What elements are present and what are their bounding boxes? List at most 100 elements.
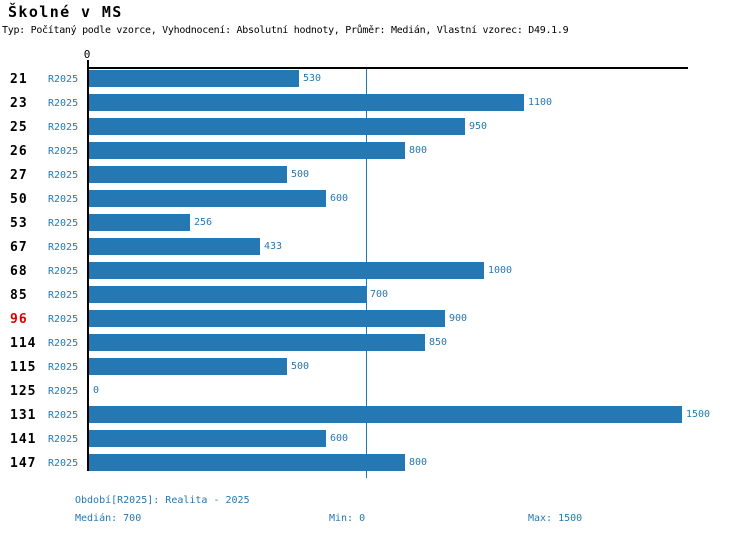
bar-container: 0	[89, 382, 99, 399]
chart-row: 23 R2025 1100	[0, 92, 750, 116]
bar	[89, 262, 484, 279]
row-category-label: 27	[10, 168, 28, 183]
bar-value-label: 1500	[686, 409, 711, 420]
row-series-label: R2025	[48, 170, 79, 181]
chart-row: 141 R2025 600	[0, 428, 750, 452]
bar	[89, 70, 299, 87]
footer-period-label: Období[R2025]: Realita - 2025	[75, 495, 250, 506]
chart-row: 67 R2025 433	[0, 236, 750, 260]
bar-container: 850	[89, 334, 447, 351]
row-series-label: R2025	[48, 290, 79, 301]
chart-row: 147 R2025 800	[0, 452, 750, 476]
row-category-label: 67	[10, 240, 28, 255]
row-series-label: R2025	[48, 146, 79, 157]
bar-container: 700	[89, 286, 388, 303]
chart-row: 50 R2025 600	[0, 188, 750, 212]
bar	[89, 454, 405, 471]
row-series-label: R2025	[48, 122, 79, 133]
row-series-label: R2025	[48, 362, 79, 373]
row-series-label: R2025	[48, 194, 79, 205]
bar-value-label: 800	[409, 457, 428, 468]
bar	[89, 286, 366, 303]
chart-row: 25 R2025 950	[0, 116, 750, 140]
bar-value-label: 700	[370, 289, 389, 300]
bar	[89, 214, 190, 231]
row-category-label: 147	[10, 456, 37, 471]
row-series-label: R2025	[48, 434, 79, 445]
chart-row: 125 R2025 0	[0, 380, 750, 404]
row-series-label: R2025	[48, 218, 79, 229]
bar	[89, 334, 425, 351]
bar-container: 800	[89, 454, 427, 471]
chart-row: 131 R2025 1500	[0, 404, 750, 428]
x-axis-zero-tick-label: 0	[83, 48, 91, 61]
row-category-label: 141	[10, 432, 37, 447]
y-axis-line	[87, 67, 89, 471]
chart-row: 114 R2025 850	[0, 332, 750, 356]
bar-container: 600	[89, 190, 348, 207]
chart-row: 85 R2025 700	[0, 284, 750, 308]
bar-container: 500	[89, 358, 309, 375]
footer-min-label: Min: 0	[329, 513, 366, 524]
bar-rows: 21 R2025 530 23 R2025 1100 25 R2025 950 26 R2025 80…	[0, 68, 750, 476]
bar	[89, 430, 326, 447]
row-category-label: 23	[10, 96, 28, 111]
row-category-label: 21	[10, 72, 28, 87]
row-series-label: R2025	[48, 74, 79, 85]
chart-row: 26 R2025 800	[0, 140, 750, 164]
row-series-label: R2025	[48, 386, 79, 397]
bar-container: 950	[89, 118, 487, 135]
bar	[89, 142, 405, 159]
bar-container: 530	[89, 70, 321, 87]
bar	[89, 238, 260, 255]
bar-container: 433	[89, 238, 282, 255]
row-series-label: R2025	[48, 98, 79, 109]
row-category-label: 68	[10, 264, 28, 279]
bar	[89, 166, 287, 183]
bar-value-label: 950	[469, 121, 488, 132]
bar-container: 256	[89, 214, 212, 231]
row-category-label: 96	[10, 312, 28, 327]
bar-value-label: 433	[264, 241, 283, 252]
row-category-label: 114	[10, 336, 37, 351]
chart-subtitle: Typ: Počítaný podle vzorce, Vyhodnocení:…	[2, 25, 569, 36]
row-category-label: 115	[10, 360, 37, 375]
bar-value-label: 600	[330, 193, 349, 204]
row-series-label: R2025	[48, 266, 79, 277]
chart-row: 53 R2025 256	[0, 212, 750, 236]
chart-row: 68 R2025 1000	[0, 260, 750, 284]
bar	[89, 94, 524, 111]
footer-max-label: Max: 1500	[528, 513, 583, 524]
bar-container: 900	[89, 310, 467, 327]
row-series-label: R2025	[48, 314, 79, 325]
x-axis-zero-tick	[87, 60, 89, 68]
row-series-label: R2025	[48, 410, 79, 421]
bar-value-label: 1000	[488, 265, 513, 276]
bar	[89, 406, 682, 423]
bar-value-label: 530	[303, 73, 322, 84]
bar-container: 600	[89, 430, 348, 447]
row-category-label: 25	[10, 120, 28, 135]
chart-row: 115 R2025 500	[0, 356, 750, 380]
chart-row: 96 R2025 900	[0, 308, 750, 332]
bar-container: 1100	[89, 94, 552, 111]
bar-value-label: 1100	[528, 97, 553, 108]
row-series-label: R2025	[48, 458, 79, 469]
row-category-label: 131	[10, 408, 37, 423]
row-series-label: R2025	[48, 242, 79, 253]
bar-value-label: 800	[409, 145, 428, 156]
bar-container: 500	[89, 166, 309, 183]
row-category-label: 50	[10, 192, 28, 207]
row-category-label: 26	[10, 144, 28, 159]
bar-value-label: 0	[93, 385, 100, 396]
bar-value-label: 600	[330, 433, 349, 444]
row-category-label: 125	[10, 384, 37, 399]
bar	[89, 310, 445, 327]
bar-value-label: 850	[429, 337, 448, 348]
bar	[89, 118, 465, 135]
chart-row: 21 R2025 530	[0, 68, 750, 92]
page-title: Školné v MS	[8, 3, 123, 21]
bar-value-label: 500	[291, 361, 310, 372]
bar-container: 800	[89, 142, 427, 159]
bar	[89, 358, 287, 375]
